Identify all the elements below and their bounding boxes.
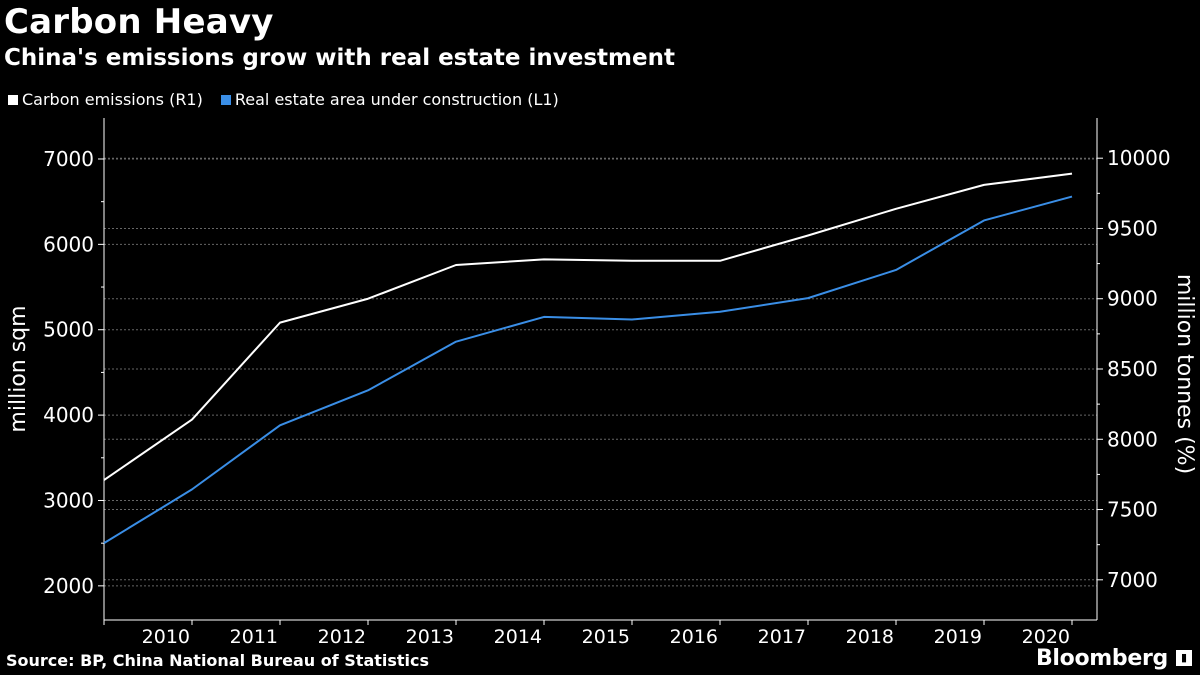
x-tick-label: 2012 (318, 626, 366, 648)
y-left-tick-label: 3000 (43, 488, 94, 512)
x-tick-label: 2014 (494, 626, 542, 648)
legend-item-carbon: Carbon emissions (R1) (8, 90, 203, 109)
y-right-tick-label: 9000 (1107, 287, 1158, 311)
brand-logo: Bloomberg (1035, 646, 1168, 671)
axes (98, 118, 1103, 625)
legend-item-real-estate: Real estate area under construction (L1) (220, 90, 559, 109)
chart-subtitle: China's emissions grow with real estate … (4, 45, 675, 71)
legend-swatch-carbon (8, 94, 18, 105)
x-tick-label: 2016 (670, 626, 718, 648)
legend: Carbon emissions (R1) Real estate area u… (8, 90, 577, 109)
y-left-tick-label: 5000 (43, 318, 94, 342)
y-right-tick-label: 8000 (1107, 427, 1158, 451)
x-tick-label: 2011 (230, 626, 278, 648)
chart-title: Carbon Heavy (4, 2, 274, 42)
series-line-real-estate (103, 195, 1073, 545)
x-tick-label: 2018 (846, 626, 894, 648)
x-tick-label: 2017 (758, 626, 806, 648)
x-tick-label: 2010 (142, 626, 190, 648)
x-tick-label: 2013 (406, 626, 454, 648)
y-left-tick-label: 7000 (43, 147, 94, 171)
tick-labels: 2000 3000 4000 5000 6000 7000 7000 7500 8000 8500… (6, 146, 1197, 648)
y-right-tick-label: 9500 (1107, 216, 1158, 240)
y-right-tick-label: 8500 (1107, 357, 1158, 381)
y-left-tick-label: 2000 (43, 574, 94, 598)
x-tick-label: 2015 (582, 626, 630, 648)
data-series (103, 172, 1073, 545)
chart-icon: ▮ (1176, 650, 1192, 666)
y-right-tick-label: 10000 (1107, 146, 1171, 170)
y-right-tick-label: 7000 (1107, 568, 1158, 592)
x-tick-label: 2020 (1022, 626, 1070, 648)
grid-lines (104, 157, 1097, 587)
y-right-axis-title: million tonnes (%) (1172, 274, 1197, 474)
x-tick-label: 2019 (934, 626, 982, 648)
legend-label-real-estate: Real estate area under construction (L1) (234, 90, 559, 109)
y-left-axis-title: million sqm (6, 305, 31, 432)
series-line-carbon-emissions (103, 172, 1073, 481)
y-left-tick-label: 6000 (43, 232, 94, 256)
y-left-tick-label: 4000 (43, 403, 94, 427)
source-note: Source: BP, China National Bureau of Sta… (6, 651, 430, 670)
legend-label-carbon: Carbon emissions (R1) (22, 90, 203, 109)
legend-swatch-real-estate (220, 94, 231, 105)
y-right-tick-label: 7500 (1107, 498, 1158, 522)
